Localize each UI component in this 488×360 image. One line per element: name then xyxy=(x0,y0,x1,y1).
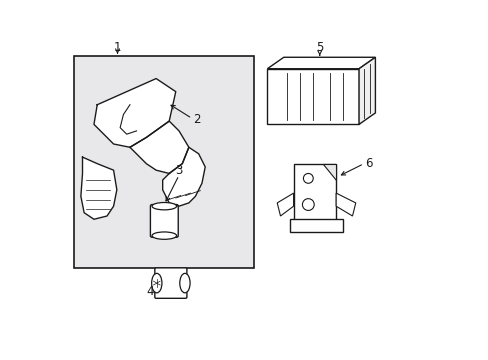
Circle shape xyxy=(303,174,313,183)
Polygon shape xyxy=(130,121,188,174)
Text: 6: 6 xyxy=(365,157,372,170)
Bar xyxy=(74,56,254,268)
FancyBboxPatch shape xyxy=(155,268,186,298)
Polygon shape xyxy=(94,78,175,147)
Polygon shape xyxy=(81,157,117,219)
Text: 1: 1 xyxy=(114,41,121,54)
Circle shape xyxy=(302,199,314,211)
Bar xyxy=(290,219,342,232)
Text: 2: 2 xyxy=(193,113,201,126)
Polygon shape xyxy=(323,164,335,180)
Polygon shape xyxy=(267,57,375,69)
Polygon shape xyxy=(335,193,355,216)
Polygon shape xyxy=(277,193,293,216)
Ellipse shape xyxy=(152,202,176,210)
Ellipse shape xyxy=(151,273,162,293)
Polygon shape xyxy=(358,57,375,124)
Bar xyxy=(293,164,335,222)
FancyBboxPatch shape xyxy=(150,204,178,237)
Ellipse shape xyxy=(152,232,176,239)
Polygon shape xyxy=(163,147,205,206)
Text: 5: 5 xyxy=(315,41,323,54)
Text: 4: 4 xyxy=(146,285,154,298)
Polygon shape xyxy=(267,69,358,124)
Ellipse shape xyxy=(180,273,190,293)
Text: 3: 3 xyxy=(175,164,183,177)
